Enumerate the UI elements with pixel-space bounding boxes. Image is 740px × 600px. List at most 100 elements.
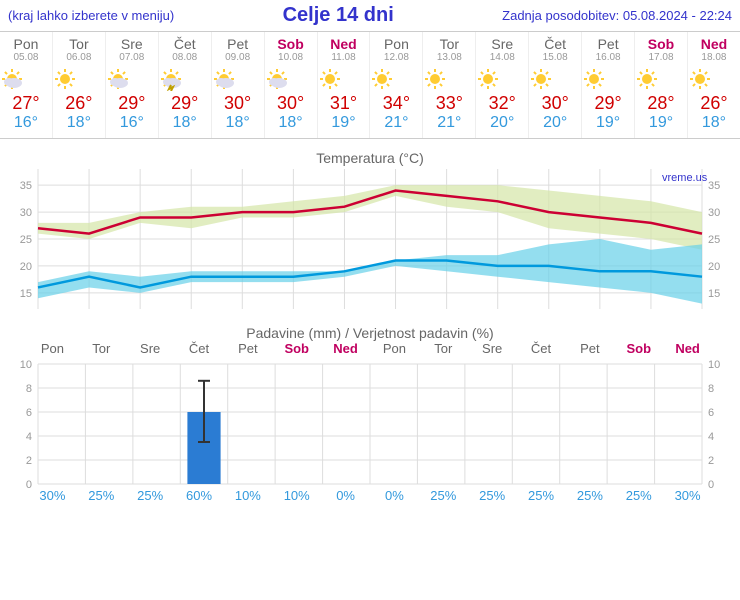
day-name: Ned xyxy=(318,36,370,52)
day-column: Čet15.0830°20° xyxy=(529,32,582,138)
temp-high: 29° xyxy=(159,93,211,114)
day-date: 14.08 xyxy=(476,52,528,63)
precip-day-label: Ned xyxy=(321,341,370,356)
weather-icon xyxy=(688,63,740,93)
day-name: Čet xyxy=(159,36,211,52)
precip-day-label: Ned xyxy=(663,341,712,356)
weather-icon xyxy=(318,63,370,93)
precip-day-label: Čet xyxy=(517,341,566,356)
precip-probability: 25% xyxy=(419,488,468,503)
day-name: Pet xyxy=(582,36,634,52)
precip-day-label: Sob xyxy=(272,341,321,356)
day-date: 18.08 xyxy=(688,52,740,63)
day-column: Sob10.0830°18° xyxy=(265,32,318,138)
day-name: Pon xyxy=(370,36,422,52)
day-name: Ned xyxy=(688,36,740,52)
day-name: Sre xyxy=(476,36,528,52)
day-name: Sob xyxy=(265,36,317,52)
precip-probability: 60% xyxy=(175,488,224,503)
temp-high: 33° xyxy=(423,93,475,114)
temp-low: 19° xyxy=(318,114,370,132)
svg-text:10: 10 xyxy=(708,359,720,371)
day-date: 17.08 xyxy=(635,52,687,63)
temp-high: 32° xyxy=(476,93,528,114)
weather-icon xyxy=(265,63,317,93)
day-column: Pet09.0830°18° xyxy=(212,32,265,138)
day-column: Ned18.08 26°18° xyxy=(688,32,740,138)
svg-text:35: 35 xyxy=(708,180,720,192)
day-date: 11.08 xyxy=(318,52,370,63)
weather-icon xyxy=(212,63,264,93)
day-date: 08.08 xyxy=(159,52,211,63)
precip-day-label: Pon xyxy=(370,341,419,356)
precip-probability: 30% xyxy=(28,488,77,503)
day-column: Ned11.08 31°19° xyxy=(318,32,371,138)
weather-icon xyxy=(106,63,158,93)
precip-day-label: Pet xyxy=(223,341,272,356)
day-column: Sre07.08 29°16° xyxy=(106,32,159,138)
day-name: Pet xyxy=(212,36,264,52)
day-date: 07.08 xyxy=(106,52,158,63)
day-column: Čet08.0829°18° xyxy=(159,32,212,138)
svg-text:0: 0 xyxy=(26,479,32,488)
svg-text:vreme.us: vreme.us xyxy=(662,172,708,184)
weather-icon xyxy=(0,63,52,93)
menu-note[interactable]: (kraj lahko izberete v meniju) xyxy=(8,8,174,23)
temp-low: 18° xyxy=(688,114,740,132)
precip-day-label: Tor xyxy=(419,341,468,356)
day-name: Čet xyxy=(529,36,581,52)
header: (kraj lahko izberete v meniju) Celje 14 … xyxy=(0,0,740,31)
svg-text:30: 30 xyxy=(708,207,720,219)
temp-high: 26° xyxy=(688,93,740,114)
precip-probability: 25% xyxy=(126,488,175,503)
day-date: 09.08 xyxy=(212,52,264,63)
weather-icon xyxy=(582,63,634,93)
svg-text:15: 15 xyxy=(708,288,720,300)
day-name: Tor xyxy=(423,36,475,52)
weather-icon xyxy=(476,63,528,93)
day-column: Sob17.0828°19° xyxy=(635,32,688,138)
precip-probability: 25% xyxy=(614,488,663,503)
precip-probability: 25% xyxy=(468,488,517,503)
svg-text:30: 30 xyxy=(20,207,32,219)
precipitation-chart: 00224466881010 xyxy=(0,356,740,488)
day-name: Sre xyxy=(106,36,158,52)
precip-day-label: Sob xyxy=(614,341,663,356)
day-column: Sre14.08 32°20° xyxy=(476,32,529,138)
weather-icon xyxy=(53,63,105,93)
precip-probability: 25% xyxy=(565,488,614,503)
day-date: 15.08 xyxy=(529,52,581,63)
svg-text:25: 25 xyxy=(708,234,720,246)
precip-chart-title: Padavine (mm) / Verjetnost padavin (%) xyxy=(0,319,740,341)
temp-low: 16° xyxy=(106,114,158,132)
temp-low: 19° xyxy=(582,114,634,132)
day-column: Tor06.0826°18° xyxy=(53,32,106,138)
weather-icon xyxy=(529,63,581,93)
forecast-strip: Pon05.0827°16°Tor06.0826°18°Sre07.0829°1… xyxy=(0,31,740,139)
precip-day-label: Pon xyxy=(28,341,77,356)
temp-low: 20° xyxy=(476,114,528,132)
weather-icon xyxy=(159,63,211,93)
day-column: Tor13.0833°21° xyxy=(423,32,476,138)
day-column: Pon12.0834°21° xyxy=(370,32,423,138)
day-date: 16.08 xyxy=(582,52,634,63)
svg-text:4: 4 xyxy=(26,431,32,443)
temp-high: 29° xyxy=(106,93,158,114)
temp-high: 31° xyxy=(318,93,370,114)
svg-text:25: 25 xyxy=(20,234,32,246)
temp-high: 29° xyxy=(582,93,634,114)
precip-probability: 25% xyxy=(517,488,566,503)
day-name: Tor xyxy=(53,36,105,52)
temp-low: 18° xyxy=(53,114,105,132)
precip-day-label: Sre xyxy=(126,341,175,356)
page-title: Celje 14 dni xyxy=(283,4,394,27)
temp-low: 21° xyxy=(370,114,422,132)
day-name: Pon xyxy=(0,36,52,52)
day-date: 13.08 xyxy=(423,52,475,63)
svg-text:6: 6 xyxy=(26,407,32,419)
svg-text:Temperatura (°C): Temperatura (°C) xyxy=(316,150,424,166)
svg-text:0: 0 xyxy=(708,479,714,488)
weather-icon xyxy=(635,63,687,93)
day-date: 06.08 xyxy=(53,52,105,63)
svg-text:35: 35 xyxy=(20,180,32,192)
